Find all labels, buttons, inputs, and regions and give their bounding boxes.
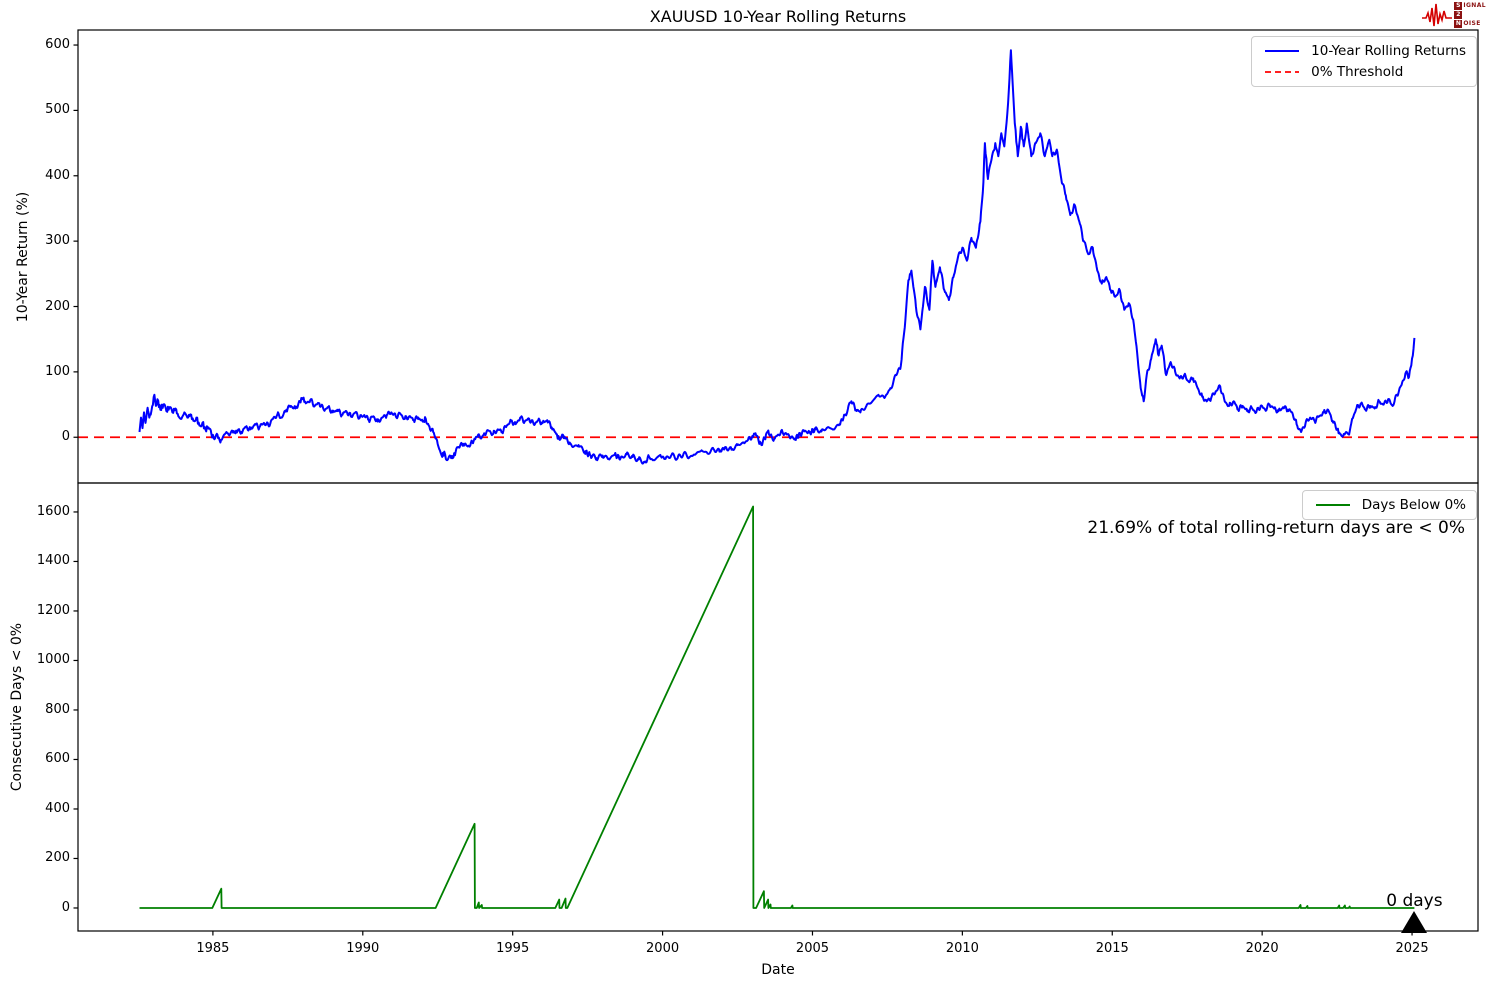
x-tick-label: 2020 bbox=[1245, 941, 1279, 956]
logo-box-2: 2 bbox=[1454, 11, 1463, 19]
y-tick-label: 100 bbox=[45, 363, 70, 379]
x-tick-label: 2000 bbox=[646, 941, 680, 956]
triangle-up-marker bbox=[1401, 910, 1428, 933]
green-line-sample bbox=[1315, 504, 1350, 506]
legend-item-days-below: Days Below 0% bbox=[1313, 497, 1466, 513]
chart-title: XAUUSD 10-Year Rolling Returns bbox=[649, 7, 907, 26]
y-tick-label: 1400 bbox=[36, 553, 70, 569]
logo-line-signal: S IGNAL bbox=[1454, 2, 1486, 10]
waveform-icon bbox=[1422, 3, 1453, 27]
logo-rest-signal: IGNAL bbox=[1463, 2, 1486, 9]
y-tick-label: 0 bbox=[61, 429, 70, 445]
plot-border bbox=[77, 29, 1479, 484]
logo-rest-noise: OISE bbox=[1463, 20, 1481, 27]
y-tick-label: 500 bbox=[45, 102, 70, 118]
x-tick-label: 2005 bbox=[795, 941, 830, 956]
y-tick-label: 1200 bbox=[36, 602, 70, 618]
y-tick-label: 200 bbox=[45, 850, 70, 866]
y-tick-label: 200 bbox=[45, 298, 70, 314]
last-value-annotation: 0 days bbox=[1386, 890, 1443, 911]
logo-line-noise: N OISE bbox=[1454, 20, 1486, 28]
y-tick-label: 400 bbox=[45, 167, 70, 183]
y-tick-label: 1000 bbox=[36, 652, 70, 668]
bottom-legend: Days Below 0% bbox=[1301, 490, 1477, 520]
logo-line-2: 2 bbox=[1454, 11, 1486, 19]
percent-annotation: 21.69% of total rolling-return days are … bbox=[1087, 518, 1465, 538]
legend-label-days-below: Days Below 0% bbox=[1361, 497, 1466, 513]
legend-item-rolling-returns: 10-Year Rolling Returns bbox=[1262, 43, 1466, 59]
y-tick-label: 0 bbox=[61, 899, 70, 915]
x-tick-label: 1985 bbox=[196, 941, 230, 956]
x-axis-label: Date bbox=[761, 962, 795, 978]
logo-box-s: S bbox=[1454, 2, 1463, 10]
y-tick-label: 300 bbox=[45, 233, 70, 249]
legend-item-threshold: 0% Threshold bbox=[1262, 64, 1466, 80]
red-dashed-line-sample bbox=[1265, 71, 1300, 73]
y-tick-label: 600 bbox=[45, 37, 70, 53]
y-tick-label: 400 bbox=[45, 800, 70, 816]
y-tick-label: 600 bbox=[45, 751, 70, 767]
x-tick-label: 2015 bbox=[1095, 941, 1129, 956]
plot-border bbox=[77, 482, 1479, 932]
x-tick-label: 1990 bbox=[346, 941, 380, 956]
legend-label-threshold: 0% Threshold bbox=[1311, 64, 1404, 80]
signal2noise-logo: S IGNAL 2 N OISE bbox=[1421, 2, 1486, 28]
top-legend: 10-Year Rolling Returns 0% Threshold bbox=[1251, 36, 1477, 87]
blue-line-sample bbox=[1265, 50, 1300, 52]
legend-label-rolling-returns: 10-Year Rolling Returns bbox=[1311, 43, 1466, 59]
x-tick-label: 2010 bbox=[945, 941, 979, 956]
logo-box-n: N bbox=[1454, 20, 1463, 28]
y-tick-label: 1600 bbox=[36, 503, 70, 519]
logo-text: S IGNAL 2 N OISE bbox=[1454, 2, 1486, 28]
x-tick-label: 2025 bbox=[1395, 941, 1429, 956]
days-below-line bbox=[139, 505, 1415, 909]
rolling-returns-line bbox=[138, 49, 1416, 465]
x-tick-label: 1995 bbox=[496, 941, 530, 956]
y-tick-label: 800 bbox=[45, 701, 70, 717]
